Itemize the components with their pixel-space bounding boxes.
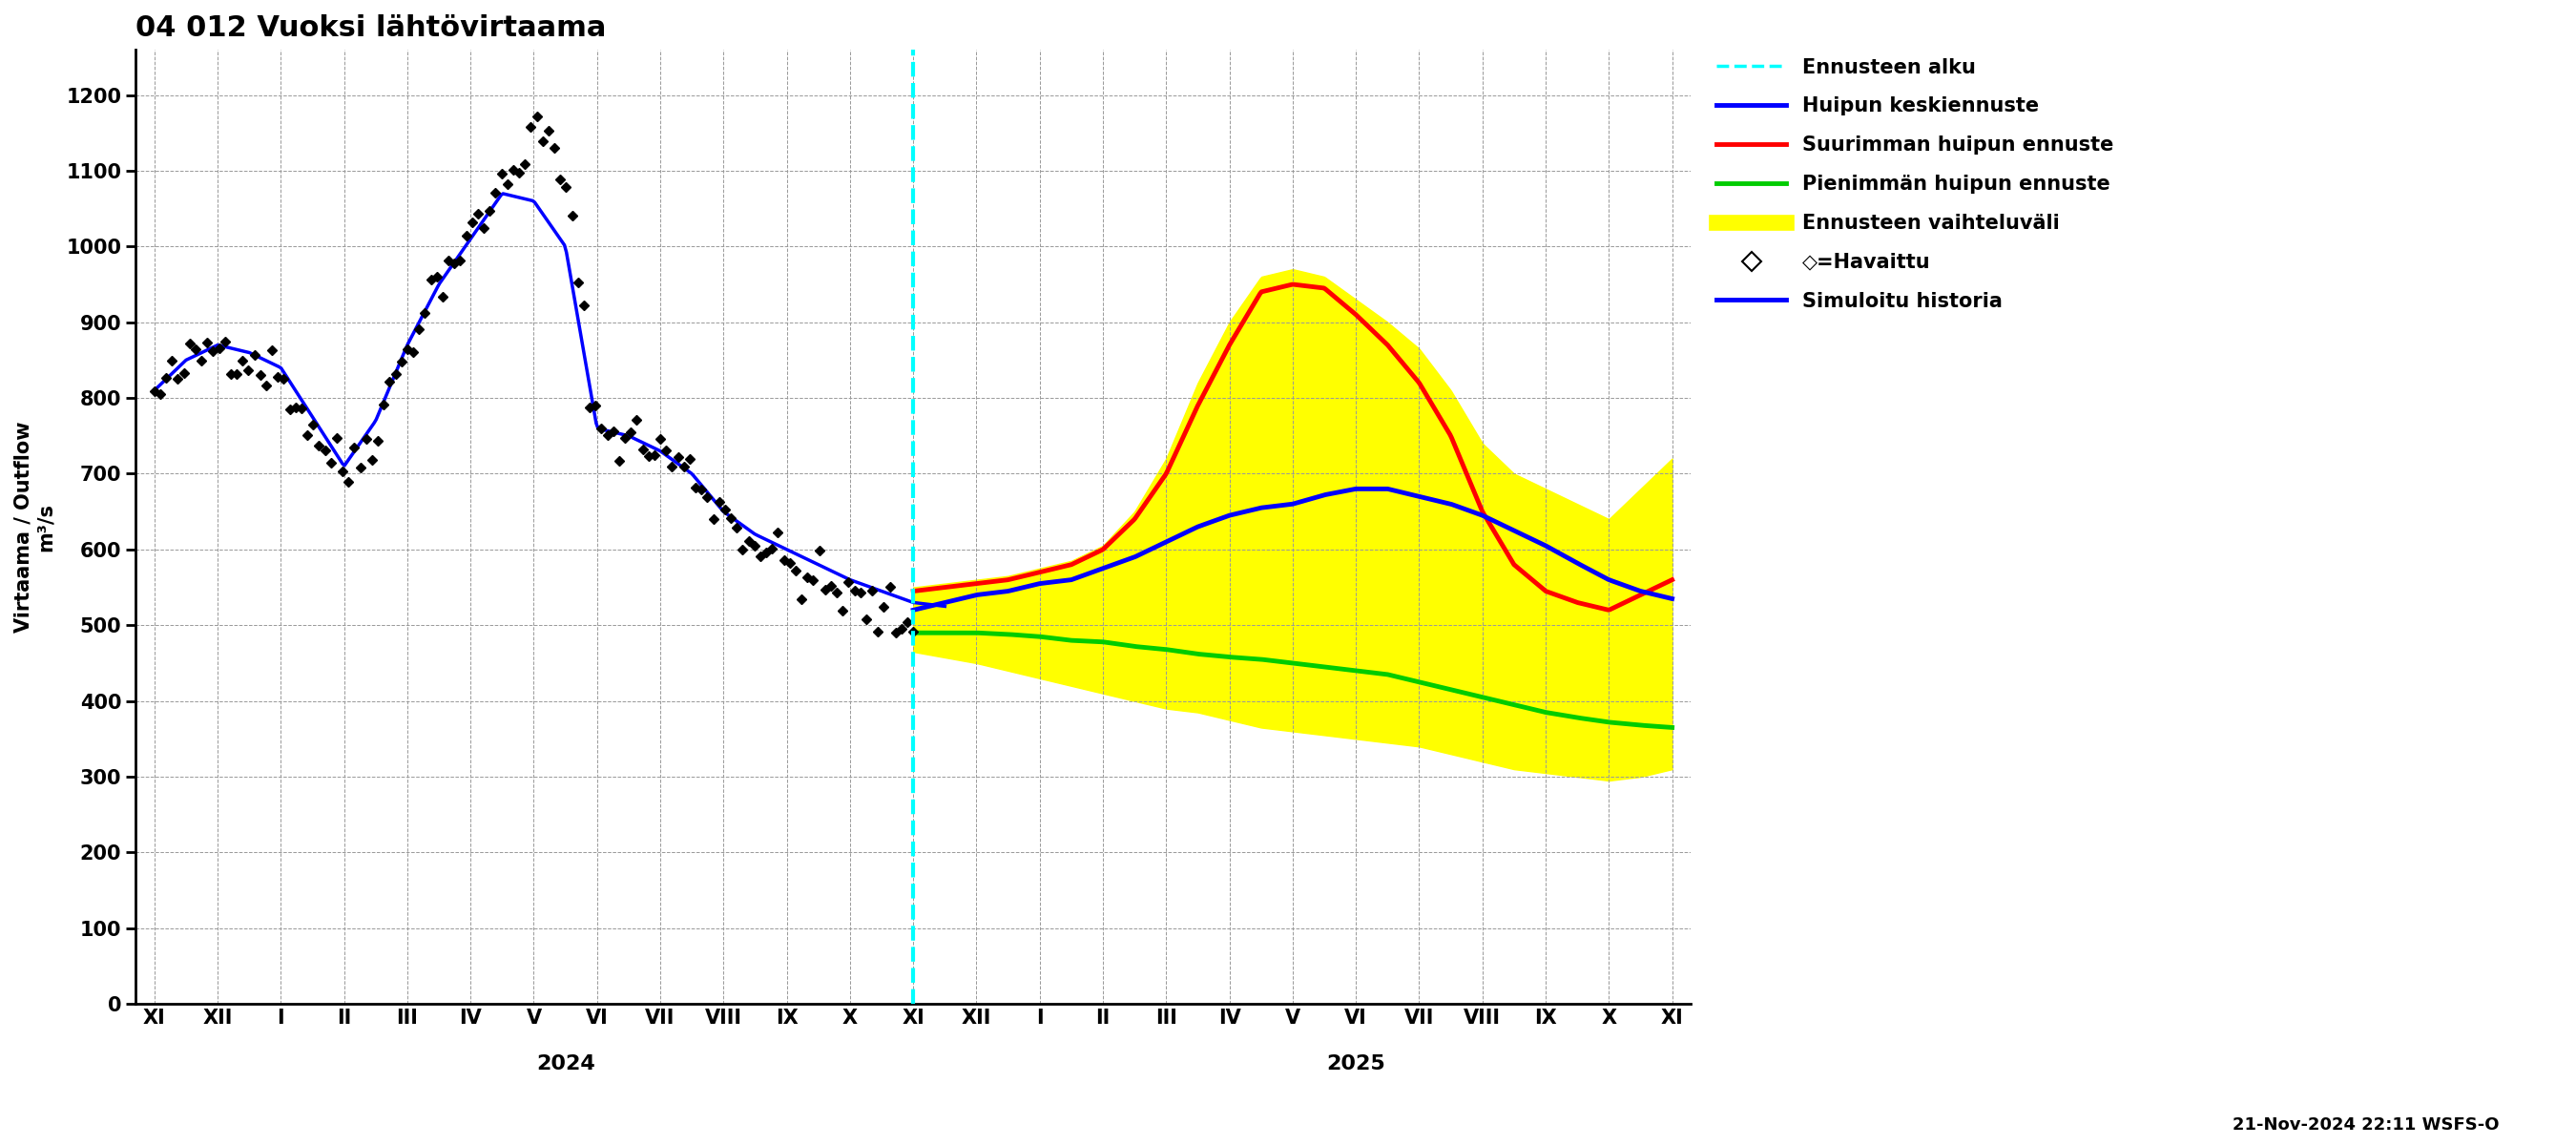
Text: 2025: 2025 [1327, 1055, 1386, 1074]
Text: 21-Nov-2024 22:11 WSFS-O: 21-Nov-2024 22:11 WSFS-O [2231, 1116, 2499, 1134]
Text: 2024: 2024 [536, 1055, 595, 1074]
Legend: Ennusteen alku, Huipun keskiennuste, Suurimman huipun ennuste, Pienimmän huipun : Ennusteen alku, Huipun keskiennuste, Suu… [1708, 50, 2123, 318]
Y-axis label: Virtaama / Outflow
m³/s: Virtaama / Outflow m³/s [15, 421, 57, 632]
Text: 04 012 Vuoksi lähtövirtaama: 04 012 Vuoksi lähtövirtaama [137, 14, 605, 42]
